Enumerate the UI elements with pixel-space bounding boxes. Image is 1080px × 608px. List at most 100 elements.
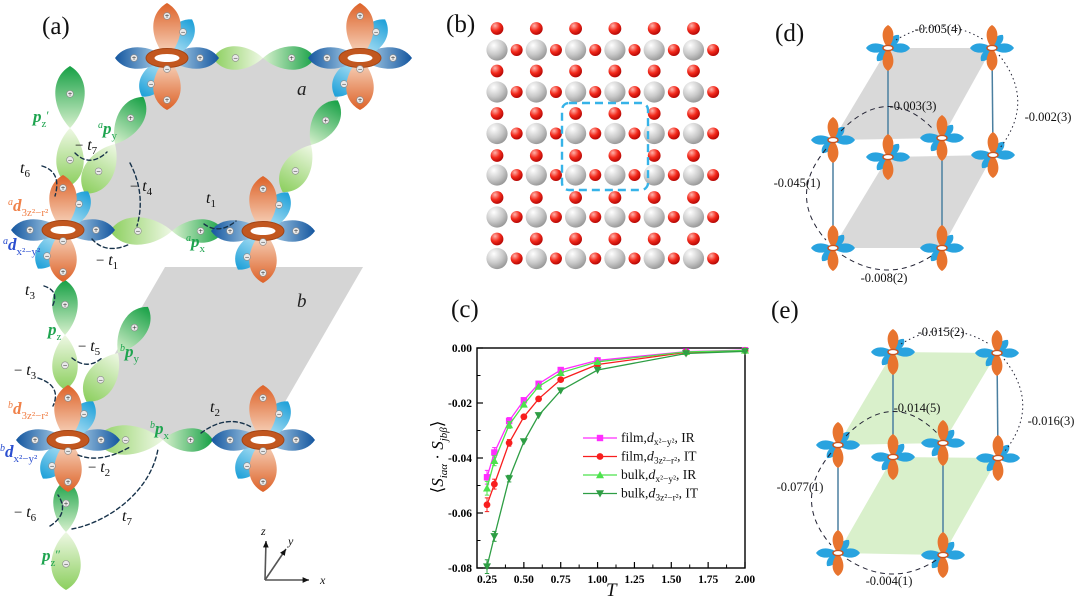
y-tick-label: -0.04: [448, 453, 472, 465]
y-tick-label: -0.02: [448, 398, 472, 410]
oxygen-atom: [569, 64, 582, 78]
svg-text:+: +: [98, 437, 103, 444]
svg-text:−: −: [148, 81, 153, 88]
lobe-sign: +: [66, 90, 74, 98]
coupling-arc: [845, 411, 939, 437]
oxygen-atom: [510, 127, 523, 140]
lobe-sign: +: [356, 12, 364, 20]
lobe-sign: −: [372, 28, 380, 36]
svg-text:+: +: [227, 437, 232, 444]
series-bulk-3z2r2-IT: [483, 348, 749, 574]
y-axis-title: ⟨Siaα · Sjbβ⟩: [428, 421, 450, 494]
blue-lobe-ne: [887, 143, 900, 157]
coupling-value: -0.014(5): [894, 401, 941, 415]
svg-text:−: −: [244, 254, 249, 261]
legend-entry-film-3z2r2-IT: film,d3z²−r², IT: [621, 449, 697, 467]
lobe-sign: +: [26, 226, 34, 234]
oxygen-atom: [529, 191, 543, 204]
oxygen-atom: [529, 232, 543, 246]
torus-slit: [250, 436, 276, 444]
hopping-arc: [49, 494, 64, 527]
svg-text:−: −: [65, 448, 70, 455]
orange-lobe-up: [986, 25, 998, 48]
orange-lobe-up: [249, 385, 277, 440]
hopping-label: − t4: [130, 178, 153, 198]
legend-entry-bulk-x2y2-IR: bulk,dx²−y², IR: [621, 467, 696, 485]
blue-lobe-left: [976, 453, 998, 463]
blue-lobe-ne: [887, 34, 900, 48]
orbital-ring: [882, 44, 894, 52]
orbital-ring: [987, 151, 999, 159]
coupling-value: -0.005(4): [915, 22, 962, 36]
oxygen-atom: [687, 191, 700, 204]
svg-text:−: −: [96, 168, 101, 175]
oxygen-atom: [589, 169, 602, 181]
oxygen-atom: [490, 22, 504, 35]
eg-orbital-flower: [971, 132, 1015, 178]
metal-atom: [643, 122, 665, 145]
oxygen-atom: [529, 149, 543, 162]
blue-lobe-ne: [832, 234, 845, 248]
lobe-sign: +: [323, 54, 331, 62]
lobe-sign: +: [226, 436, 234, 444]
eg-orbital-flower: [970, 25, 1014, 71]
hopping-arc: [41, 165, 58, 197]
oxygen-atom: [549, 169, 562, 181]
y-tick-label: -0.08: [448, 563, 472, 575]
oxygen-atom: [707, 252, 720, 265]
svg-text:−: −: [49, 463, 54, 470]
blue-lobe-ne: [942, 429, 955, 443]
oxygen-atom: [687, 22, 700, 35]
p-orbital: +−: [95, 425, 213, 455]
p-orbital: +−: [51, 480, 81, 590]
lobe-sign: −: [356, 65, 364, 73]
oxygen-atom: [647, 22, 661, 35]
metal-atom: [604, 164, 626, 186]
hopping-arc: [77, 446, 131, 459]
lobe-sign: −: [64, 447, 72, 455]
coupling-value: -0.004(1): [866, 574, 913, 588]
exchange-diagram-film: -0.005(4) -0.003(3) -0.002(3) -0.045(1) -0.0…: [774, 22, 1072, 285]
y-tick-label: -0.06: [448, 508, 472, 520]
orbital-ring: [986, 44, 998, 52]
blue-lobe-ne: [997, 444, 1010, 458]
svg-text:−: −: [260, 239, 265, 246]
oxygen-atom: [549, 86, 562, 98]
orbital-label: pz: [46, 320, 62, 343]
blue-lobe-sw: [930, 138, 943, 152]
coupling-arc: [806, 148, 827, 241]
oxygen-atom: [569, 149, 582, 162]
oxygen-atom: [529, 64, 543, 78]
orange-lobe-up: [936, 115, 948, 138]
blue-lobe-left: [920, 133, 942, 143]
upper-plane: [833, 48, 992, 140]
orange-lobe-up: [346, 3, 374, 58]
x-tick-label: 1.75: [698, 574, 718, 586]
coupling-value: -0.045(1): [774, 176, 821, 190]
blue-lobe-ne: [892, 338, 905, 352]
oxygen-atom: [687, 107, 700, 120]
torus-slit: [250, 227, 276, 235]
eg-orbital-flower: [921, 532, 965, 578]
orbital-ring: [882, 153, 894, 161]
oxygen-atom: [608, 191, 622, 204]
svg-text:+: +: [27, 227, 32, 234]
oxygen-atom: [549, 211, 562, 223]
orbital-ring: [936, 134, 948, 142]
orange-lobe-up: [937, 532, 949, 555]
svg-text:+: +: [293, 437, 298, 444]
svg-text:−: −: [123, 437, 128, 444]
svg-text:−: −: [357, 66, 362, 73]
oxygen-atom: [490, 232, 504, 246]
oxygen-atom: [510, 44, 523, 56]
oxygen-atom: [510, 252, 523, 265]
oxygen-atom: [608, 107, 622, 120]
svg-text:−: −: [373, 29, 378, 36]
torus-slit: [55, 436, 81, 444]
oxygen-atom: [569, 191, 582, 204]
blue-lobe-left: [866, 43, 888, 53]
svg-text:+: +: [32, 437, 37, 444]
spin-correlation-chart: 0.25 0.50 0.75 1.00 1.25 1.50 1.75 2.00 0.00 -0.0…: [428, 343, 755, 601]
